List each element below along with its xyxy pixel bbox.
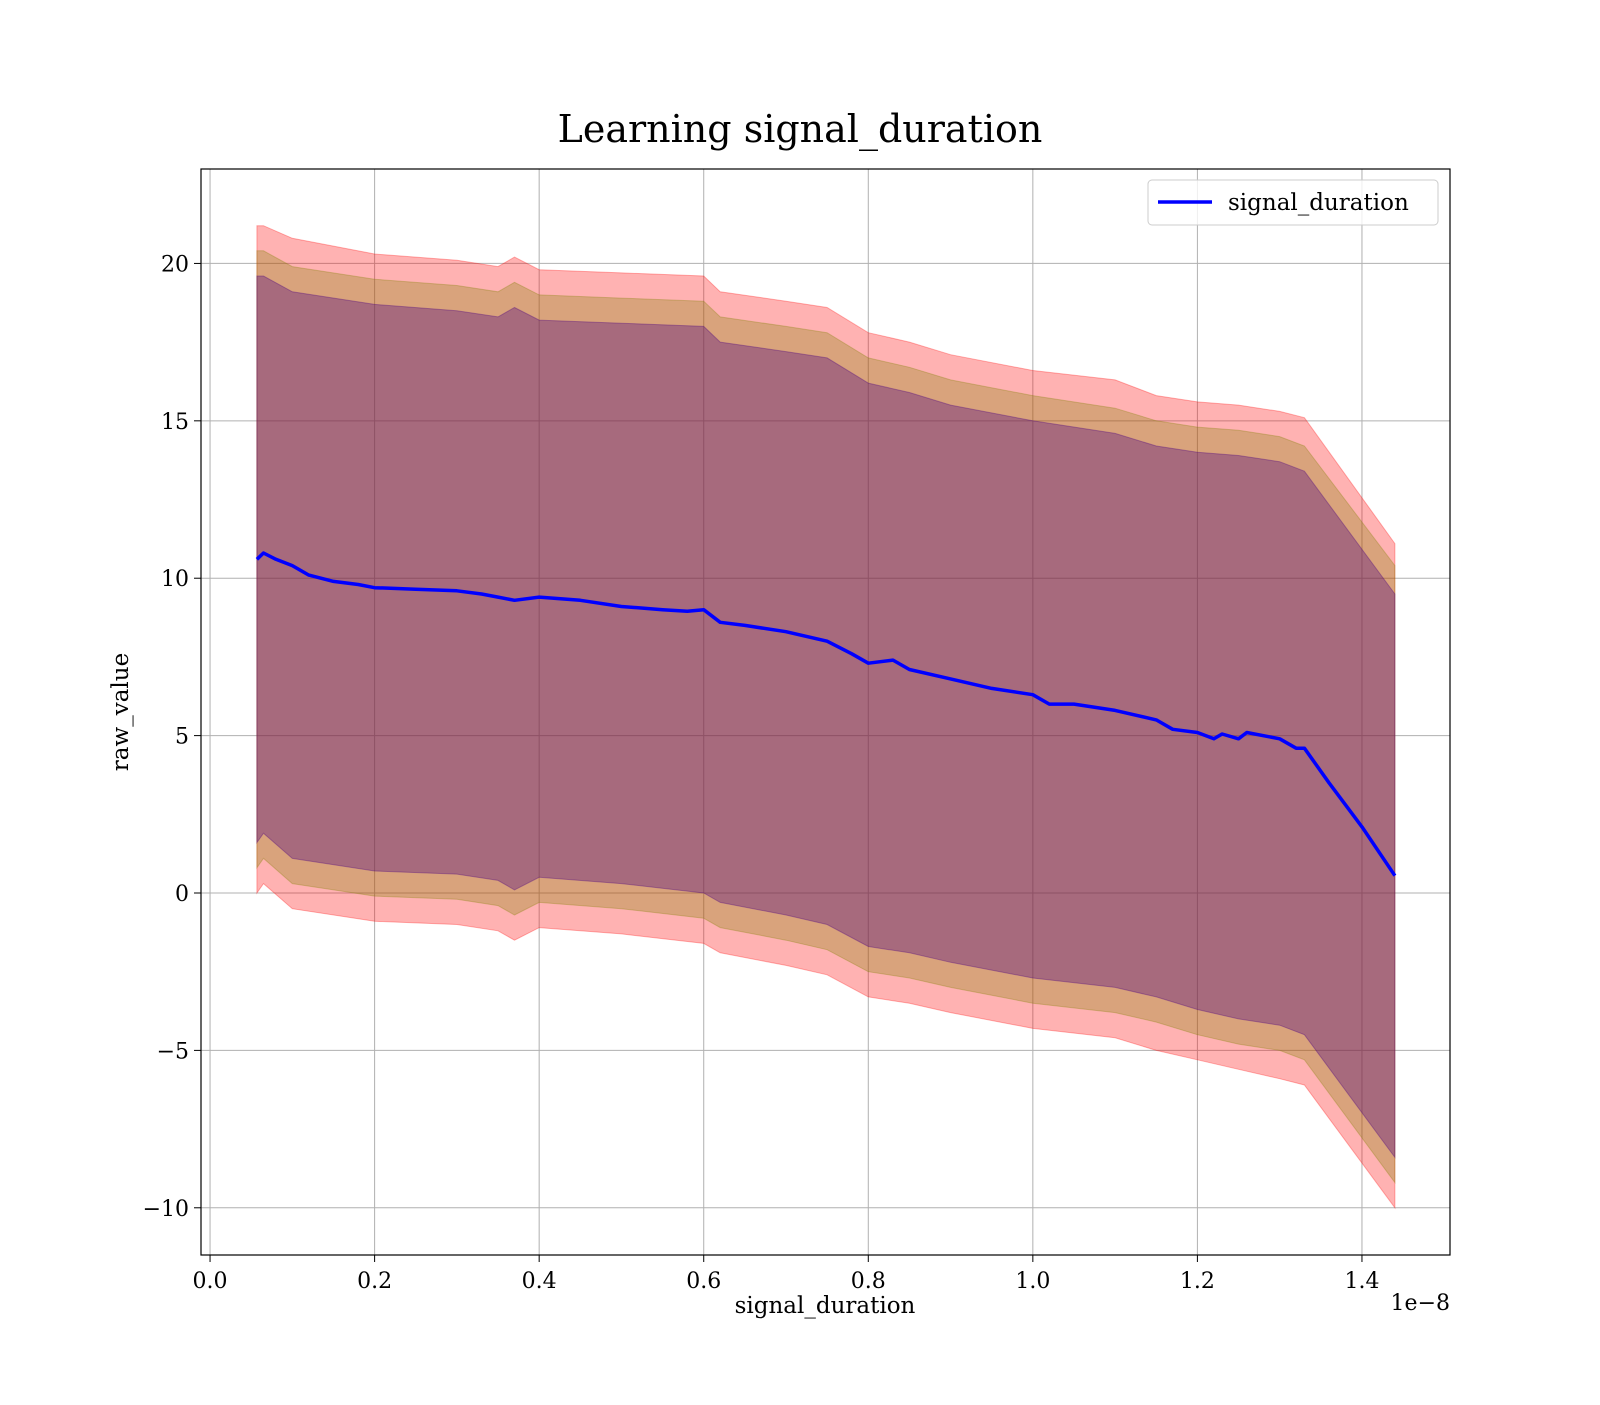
y-tick-label: 0 — [175, 882, 189, 907]
legend-box — [1147, 179, 1439, 226]
series-lines — [255, 551, 1397, 877]
confidence-band — [256, 275, 1396, 1159]
legend-label: signal_duration — [1228, 190, 1409, 216]
y-tick-label: −10 — [143, 1197, 189, 1222]
y-tick-label: 5 — [175, 725, 189, 750]
x-tick-label: 0.4 — [522, 1269, 557, 1294]
x-offset-text: 1e−8 — [1391, 1291, 1450, 1316]
x-tick-label: 1.4 — [1344, 1269, 1379, 1294]
legend: signal_duration — [1147, 179, 1439, 226]
x-axis-ticks: 0.0 0.2 0.4 0.6 0.8 1.0 1.2 1.4 — [193, 1255, 1379, 1294]
y-tick-label: −5 — [157, 1039, 189, 1064]
x-tick-label: 0.6 — [686, 1269, 721, 1294]
y-tick-label: 20 — [161, 252, 189, 277]
confidence-band — [256, 250, 1396, 1185]
grid — [201, 169, 1450, 1255]
confidence-band — [256, 225, 1396, 1210]
y-axis-label: raw_value — [108, 653, 134, 771]
y-axis-ticks: −10 −5 0 5 10 15 20 — [143, 252, 201, 1222]
plot-frame — [200, 168, 1451, 1256]
chart-title: Learning signal_duration — [558, 107, 1043, 152]
x-tick-label: 0.8 — [851, 1269, 886, 1294]
confidence-bands — [256, 225, 1396, 1210]
x-tick-label: 1.0 — [1015, 1269, 1050, 1294]
x-axis-label: signal_duration — [735, 1293, 916, 1319]
y-tick-label: 15 — [161, 410, 189, 435]
x-tick-label: 0.2 — [357, 1269, 392, 1294]
series-line — [255, 551, 1397, 877]
x-tick-label: 1.2 — [1180, 1269, 1215, 1294]
y-tick-label: 10 — [161, 567, 189, 592]
x-tick-label: 0.0 — [193, 1269, 228, 1294]
